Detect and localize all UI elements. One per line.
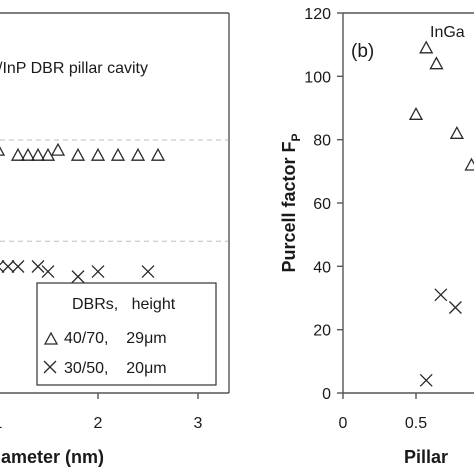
right-y-tick-label: 20 xyxy=(313,323,331,340)
right-triangle-point xyxy=(419,40,434,54)
left-x-axis-label: iameter (nm) xyxy=(0,447,104,467)
left-cross-point xyxy=(1,260,15,273)
legend: DBRs, height 40/70, 29μm 30/50, 20μm xyxy=(36,282,217,386)
left-triangle-point xyxy=(20,147,36,161)
right-y-tick-label: 40 xyxy=(313,259,331,276)
left-x-tick-label: 2 xyxy=(94,415,103,432)
left-triangle-point xyxy=(150,147,166,161)
right-triangle-point xyxy=(464,157,474,171)
left-cross-point xyxy=(91,265,105,279)
legend-cross-icon xyxy=(43,360,57,374)
left-triangle-point xyxy=(70,147,86,161)
left-triangle-point xyxy=(10,147,26,161)
right-y-tick-label: 60 xyxy=(313,196,331,213)
left-cross-point xyxy=(141,265,155,279)
left-cross-point xyxy=(31,260,45,273)
left-triangle-point xyxy=(110,147,126,161)
right-triangle-point xyxy=(449,125,464,139)
left-cross-point xyxy=(41,265,55,279)
right-x-axis-label: Pillar xyxy=(404,447,448,467)
left-x-ticks: 1 2 3 xyxy=(0,393,203,432)
right-triangle-point xyxy=(408,106,424,120)
left-triangle-point xyxy=(130,147,146,161)
right-y-tick-label: 120 xyxy=(304,6,331,23)
right-x-tick-label: 0 xyxy=(339,415,348,432)
legend-entry-triangle: 40/70, 29μm xyxy=(64,330,167,347)
right-y-tick-label: 80 xyxy=(313,133,331,150)
right-y-axis-label-main: Purcell factor F xyxy=(279,141,299,272)
left-data-marks xyxy=(0,142,166,284)
left-cross-point xyxy=(71,270,85,284)
right-y-axis-label: Purcell factor FP xyxy=(279,133,303,272)
right-cross-point xyxy=(448,301,462,314)
left-triangle-point xyxy=(50,142,66,156)
right-x-ticks: 00.51 xyxy=(339,393,427,432)
legend-triangle-icon xyxy=(43,331,59,345)
right-y-axis-label-sub: P xyxy=(289,133,303,141)
right-material-annotation: InGa xyxy=(430,24,465,41)
right-y-tick-label: 100 xyxy=(304,69,331,86)
left-cross-point xyxy=(11,260,25,273)
left-x-tick-label: 3 xyxy=(194,415,203,432)
left-triangle-point xyxy=(30,147,46,161)
left-triangle-point xyxy=(0,146,6,156)
left-gridlines xyxy=(0,139,228,242)
left-triangle-point xyxy=(90,147,106,161)
right-cross-point xyxy=(419,373,433,387)
panel-label-b: (b) xyxy=(351,41,374,62)
right-triangle-point xyxy=(429,56,444,70)
right-data-marks xyxy=(408,40,474,387)
right-y-ticks: 0 20 40 60 80 100 120 xyxy=(304,6,343,403)
right-y-tick-label: 0 xyxy=(322,386,331,403)
left-cross-point xyxy=(0,260,5,273)
left-x-tick-label: 1 xyxy=(0,415,3,432)
left-cavity-annotation: /InP DBR pillar cavity xyxy=(0,60,148,77)
legend-entry-cross: 30/50, 20μm xyxy=(64,360,167,377)
left-triangle-point xyxy=(40,147,56,161)
legend-box xyxy=(36,282,217,386)
right-panel: 0 20 40 60 80 100 120 00.51 (b) InGa Pillar Pu… xyxy=(279,6,474,467)
right-x-tick-label: 0.5 xyxy=(405,415,427,432)
left-panel: /InP DBR pillar cavity 123 iameter (nm) … xyxy=(0,12,230,467)
legend-header: DBRs, height xyxy=(72,296,176,313)
right-cross-point xyxy=(434,288,448,302)
